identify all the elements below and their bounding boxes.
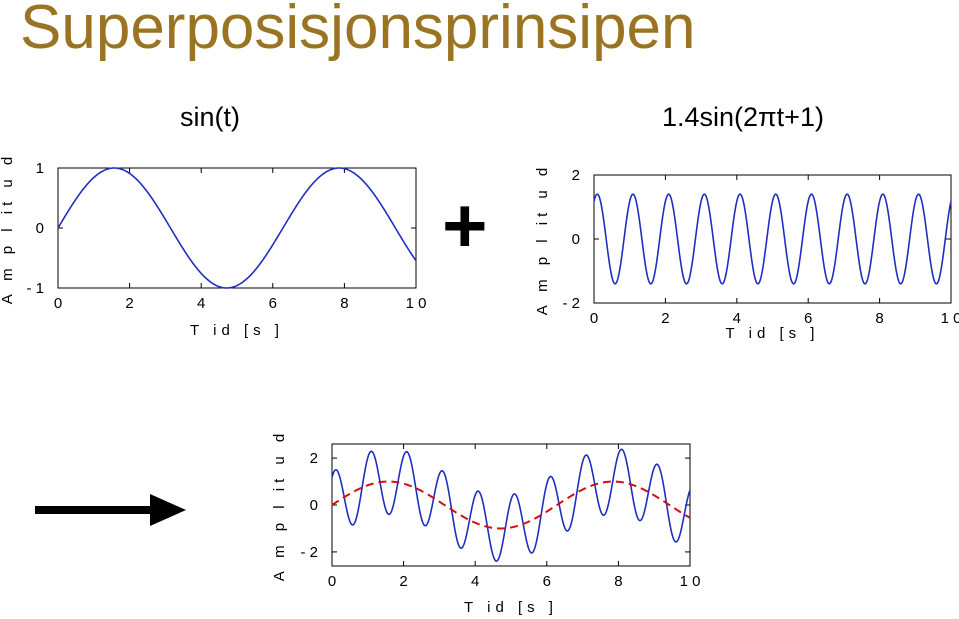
- y-tick-label: 2: [310, 450, 318, 467]
- y-axis-label: A m p l it u d: [271, 429, 288, 582]
- x-tick-label: 8: [614, 573, 622, 590]
- right-formula: 1.4sin(2πt+1): [662, 102, 824, 132]
- x-tick-label: 1 0: [680, 573, 701, 590]
- x-tick-label: 1 0: [941, 310, 959, 327]
- x-tick-label: 4: [733, 310, 741, 327]
- x-tick-label: 8: [340, 295, 348, 312]
- x-tick-label: 2: [125, 295, 133, 312]
- x-tick-label: 4: [471, 573, 479, 590]
- x-tick-label: 4: [197, 295, 205, 312]
- x-tick-label: 8: [875, 310, 883, 327]
- x-tick-label: 6: [269, 295, 277, 312]
- x-tick-label: 0: [328, 573, 336, 590]
- plot-frame: [593, 174, 952, 304]
- plot-frame: [331, 443, 691, 567]
- x-tick-label: 0: [590, 310, 598, 327]
- x-tick-label: 0: [54, 295, 62, 312]
- x-axis-label: T id [s ]: [464, 599, 558, 616]
- y-axis-label: A m p l it u d: [0, 152, 16, 305]
- y-tick-label: 0: [572, 231, 580, 248]
- series-line: [57, 167, 417, 289]
- plot-frame: [57, 167, 417, 289]
- y-tick-label: - 2: [300, 544, 318, 561]
- series-line: [331, 448, 691, 562]
- x-axis-label: T id [s ]: [726, 325, 820, 342]
- plus-icon: +: [442, 181, 488, 269]
- right-arrow-icon: [35, 494, 186, 526]
- y-tick-label: 0: [36, 220, 44, 237]
- superposition-chart: 0 2 4 6 8 1 0 - 2 0 2 T id [s ] A m p l it u d: [271, 429, 701, 616]
- y-tick-label: 0: [310, 497, 318, 514]
- y-tick-label: 1: [36, 160, 44, 177]
- x-tick-label: 2: [661, 310, 669, 327]
- y-tick-label: - 2: [562, 295, 580, 312]
- left-formula: sin(t): [180, 102, 240, 132]
- x-axis-label: T id [s ]: [190, 322, 284, 339]
- series-line: [593, 193, 952, 285]
- y-tick-label: - 1: [26, 280, 44, 297]
- x-tick-label: 2: [399, 573, 407, 590]
- fast-sine-chart: 0 2 4 6 8 1 0 - 2 0 2 T id [s ] A m p l it u d: [534, 163, 959, 342]
- slide-title: Superposisjonsprinsipen: [20, 0, 696, 62]
- x-tick-label: 6: [804, 310, 812, 327]
- x-tick-label: 6: [543, 573, 551, 590]
- y-tick-label: 2: [572, 167, 580, 184]
- x-tick-label: 1 0: [406, 295, 427, 312]
- y-axis-label: A m p l it u d: [534, 163, 551, 316]
- dashed-series-line: [331, 480, 691, 530]
